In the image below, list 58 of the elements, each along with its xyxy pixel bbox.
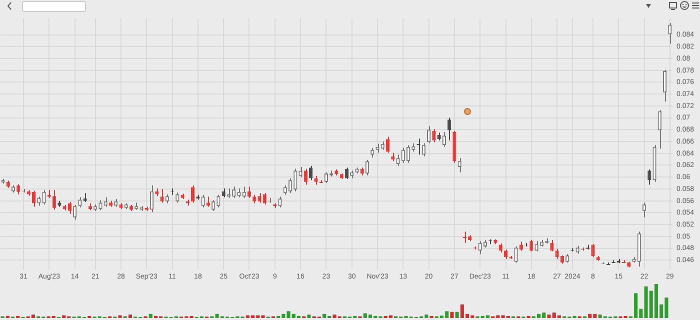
candlestick	[406, 144, 410, 164]
candlestick	[98, 200, 102, 211]
candlestick	[42, 190, 46, 205]
candlestick	[401, 148, 405, 164]
candlestick	[462, 231, 468, 244]
candlestick	[68, 202, 72, 214]
candlestick	[427, 126, 431, 144]
candlestick	[442, 132, 446, 148]
bar	[455, 312, 459, 318]
candlestick	[32, 190, 36, 208]
candlestick	[206, 196, 210, 208]
candlestick	[160, 188, 164, 204]
candlestick	[550, 239, 554, 252]
candlestick	[555, 248, 559, 260]
candlestick	[448, 117, 452, 141]
candlestick	[278, 196, 282, 208]
candlestick	[648, 168, 652, 186]
candlestick	[530, 239, 534, 252]
candlestick	[52, 190, 56, 210]
candlestick	[73, 204, 77, 220]
candlestick	[504, 248, 508, 260]
candlestick	[288, 178, 292, 194]
candlestick	[150, 184, 154, 213]
candlestick	[176, 192, 180, 204]
candlestick	[216, 194, 220, 208]
candlestick	[201, 194, 205, 208]
bar	[128, 314, 132, 318]
candlestick	[478, 240, 482, 255]
bar	[118, 315, 122, 318]
candlestick	[668, 22, 672, 44]
candlestick	[298, 166, 302, 178]
candlestick	[591, 244, 595, 258]
candlestick	[386, 136, 390, 154]
candlestick	[16, 184, 20, 195]
candlestick	[534, 240, 538, 252]
candlestick	[212, 200, 216, 212]
candlestick	[232, 186, 236, 198]
candlestick	[324, 172, 328, 184]
candlestick	[514, 246, 518, 263]
candlestick	[458, 158, 462, 173]
candlestick	[304, 168, 308, 186]
candlestick	[294, 168, 298, 192]
candlestick	[422, 142, 426, 157]
bar	[450, 312, 454, 318]
candlestick	[191, 184, 195, 204]
candlestick	[258, 192, 262, 204]
bar	[148, 314, 152, 318]
candlestick	[365, 159, 370, 176]
candlestick	[432, 128, 436, 143]
candlestick	[658, 110, 662, 150]
candlestick	[396, 154, 400, 166]
candlestick	[642, 202, 646, 218]
bar	[307, 314, 311, 318]
candlestick	[78, 196, 82, 208]
candlestick	[309, 165, 313, 181]
candlestick	[662, 69, 667, 102]
candlestick	[283, 184, 287, 196]
candlestick	[344, 167, 349, 180]
